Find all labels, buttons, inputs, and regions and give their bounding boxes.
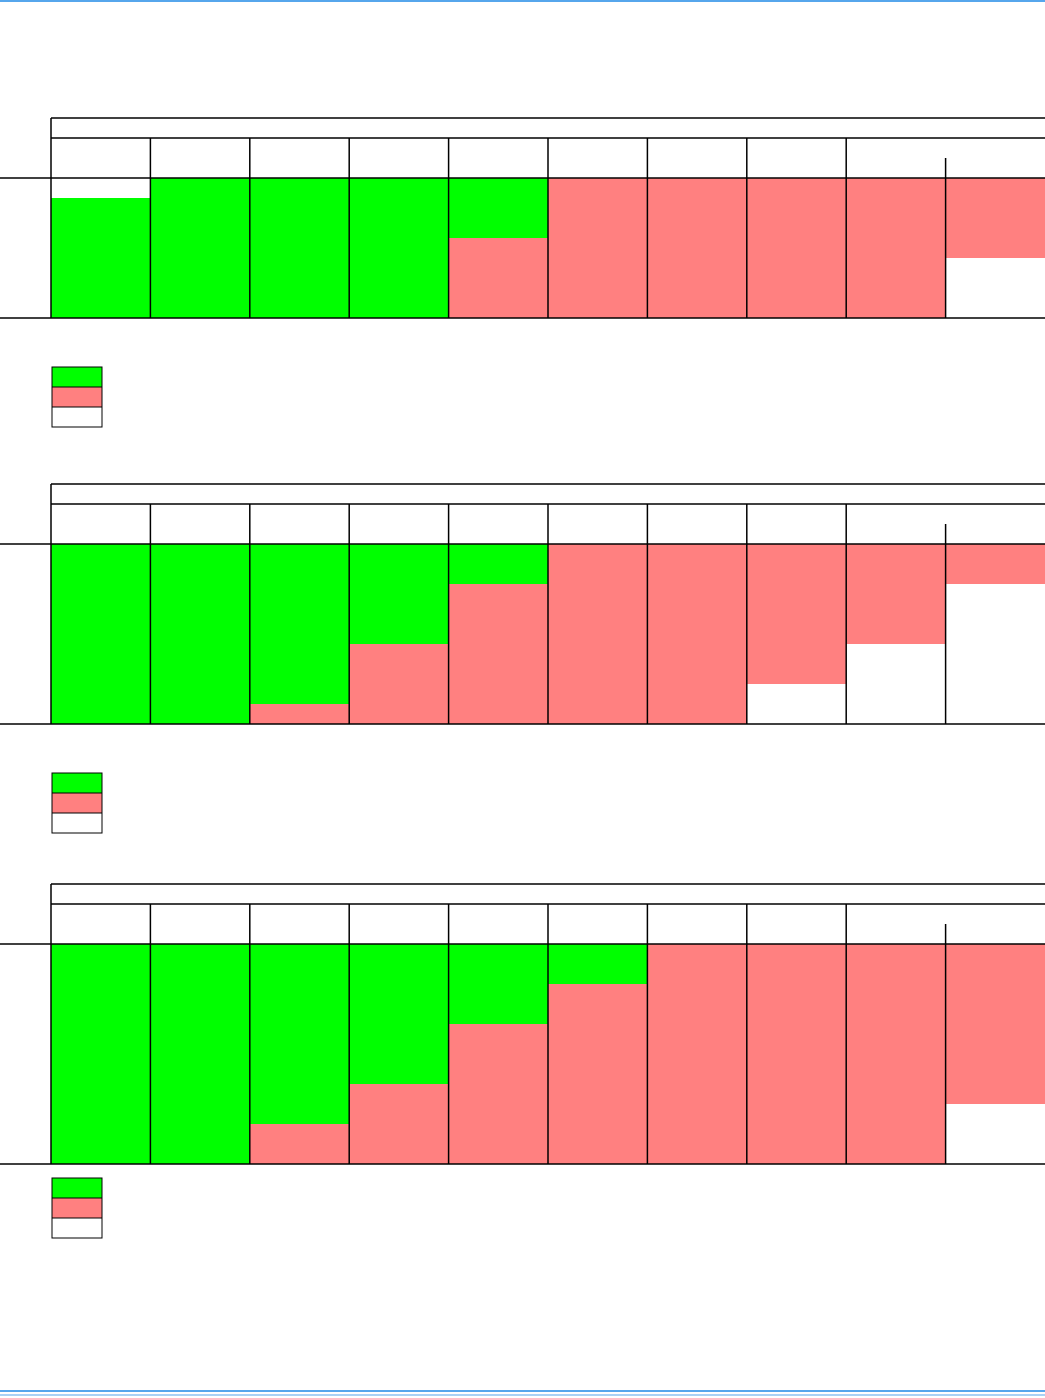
cell-segment <box>548 544 648 724</box>
cell-segment <box>448 544 548 584</box>
legend-swatch <box>51 406 103 428</box>
cell-segment <box>746 544 847 684</box>
cell-segment <box>249 544 350 704</box>
cell-segment <box>51 198 151 318</box>
cell-segment <box>647 178 747 318</box>
cell-segment <box>349 544 449 644</box>
cell-segment <box>349 644 449 724</box>
cell-segment <box>945 178 1045 258</box>
cell-segment <box>945 584 1045 724</box>
cell-segment <box>150 544 250 724</box>
cell-segment <box>647 544 747 724</box>
cell-segment <box>945 944 1045 1104</box>
cell-segment <box>249 1124 350 1164</box>
legend-swatch <box>51 772 103 794</box>
cell-segment <box>249 944 350 1124</box>
cell-segment <box>846 178 946 318</box>
legend-swatch <box>51 1217 103 1239</box>
legend-swatch <box>51 812 103 834</box>
cell-segment <box>846 944 946 1164</box>
cell-segment <box>548 984 648 1164</box>
cell-segment <box>448 1024 548 1164</box>
cell-segment <box>448 584 548 724</box>
cell-segment <box>448 178 548 238</box>
legend-swatch <box>51 1177 103 1199</box>
cell-segment <box>548 944 648 984</box>
cell-segment <box>945 258 1045 318</box>
cell-segment <box>945 1104 1045 1164</box>
cell-segment <box>746 944 847 1164</box>
cell-segment <box>51 944 151 1164</box>
cell-segment <box>647 944 747 1164</box>
cell-segment <box>150 944 250 1164</box>
cell-segment <box>945 544 1045 584</box>
cell-segment <box>349 178 449 318</box>
legend-swatch <box>51 386 103 408</box>
cell-segment <box>746 178 847 318</box>
cell-segment <box>150 178 250 318</box>
cell-segment <box>846 644 946 724</box>
legend-swatch <box>51 1197 103 1219</box>
cell-segment <box>51 178 151 198</box>
cell-segment <box>249 704 350 724</box>
cell-segment <box>51 544 151 724</box>
cell-segment <box>349 944 449 1084</box>
cell-segment <box>448 944 548 1024</box>
cell-segment <box>746 684 847 724</box>
cell-segment <box>448 238 548 318</box>
cell-segment <box>846 544 946 644</box>
legend-swatch <box>51 366 103 388</box>
cell-segment <box>349 1084 449 1164</box>
cell-segment <box>548 178 648 318</box>
cell-segment <box>249 178 350 318</box>
legend-swatch <box>51 792 103 814</box>
